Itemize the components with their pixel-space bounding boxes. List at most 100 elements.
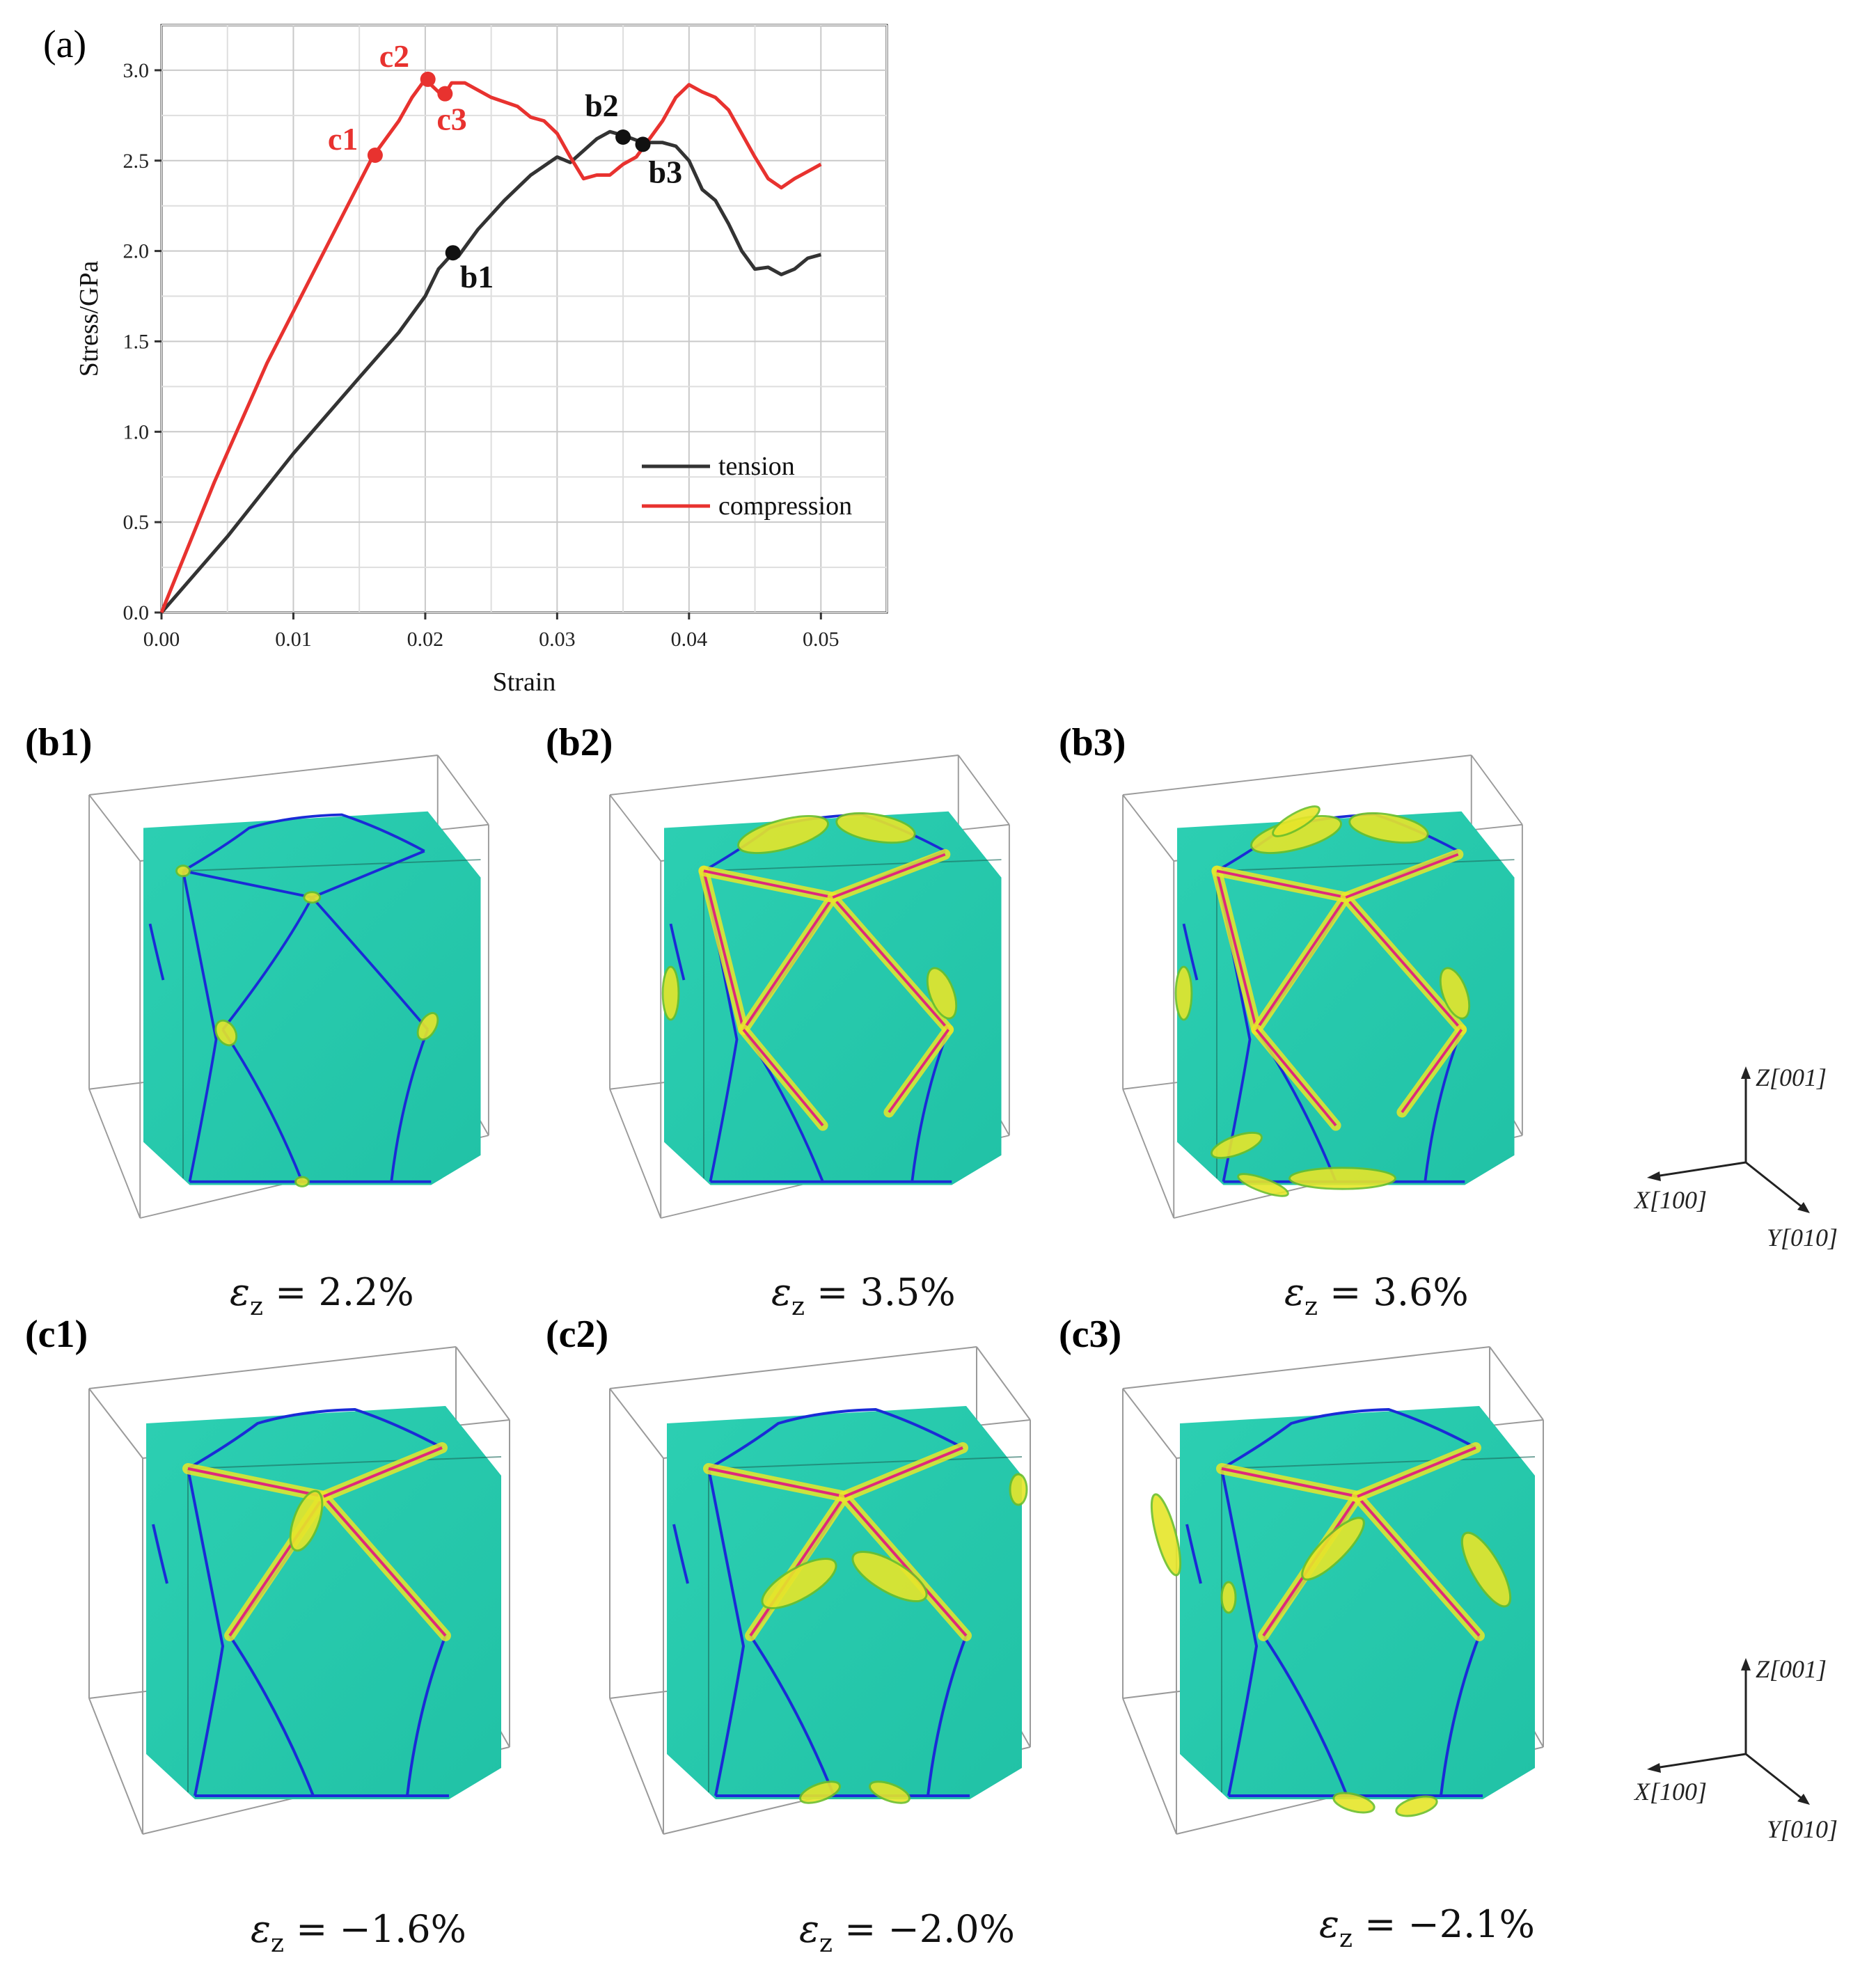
y-tick-label: 0.0 — [123, 601, 150, 624]
wire-edge — [609, 1346, 977, 1389]
z-axis-label: Z[001] — [1756, 1064, 1827, 1091]
marker-label-c2: c2 — [379, 38, 409, 74]
legend-label-compression: compression — [718, 491, 852, 521]
cube-panels: (b1) εz = 2.2% (b2) εz = 3.5% (b3) εz = … — [25, 721, 1544, 1958]
defect-blob — [1272, 805, 1321, 837]
strain-caption-c3: εz = −2.1% — [1319, 1902, 1535, 1953]
twin-line — [1344, 896, 1463, 1031]
defect-blob — [416, 1012, 439, 1041]
y-tick-label: 1.0 — [123, 420, 150, 443]
grain-boundary-line — [1440, 1635, 1481, 1796]
z-arrowhead-icon — [1741, 1658, 1751, 1670]
panel-b2: (b2) εz = 3.5% — [546, 721, 1010, 1321]
marker-b1 — [445, 245, 461, 261]
plot-frame — [160, 24, 888, 614]
cube-solid — [146, 1406, 501, 1799]
marker-label-b2: b2 — [585, 88, 619, 123]
grain-boundary-line — [187, 1407, 443, 1470]
twin-line — [742, 1029, 824, 1127]
marker-b3 — [635, 136, 651, 152]
grain-boundary-line — [390, 1029, 429, 1182]
defect-blob — [1174, 965, 1193, 1021]
panel-c3-label: (c3) — [1059, 1313, 1121, 1356]
panel-c2-label: (c2) — [546, 1313, 608, 1356]
grain-boundary-line — [1182, 923, 1199, 981]
wire-edge — [1122, 755, 1472, 796]
panel-b1-label: (b1) — [25, 721, 92, 764]
grain-boundary-line — [187, 1468, 225, 1796]
y-tick-label: 1.5 — [123, 330, 150, 353]
defect-blob — [926, 967, 958, 1020]
defect-blob — [1009, 1473, 1028, 1506]
legend-label-tension: tension — [718, 452, 795, 481]
y-tick-label: 2.5 — [123, 150, 150, 173]
x-axis-label: X[100] — [1633, 1778, 1707, 1806]
x-arrowhead-icon — [1647, 1763, 1661, 1773]
twin-line — [708, 1467, 845, 1498]
y-tick-label: 0.5 — [123, 511, 150, 534]
defect-blob — [1237, 1173, 1289, 1197]
cube-b3 — [1122, 755, 1523, 1219]
defect-blob — [1150, 1493, 1182, 1577]
x-axis-arrow — [1655, 1753, 1747, 1769]
panel-c2: (c2) εz = −2.0% — [546, 1313, 1031, 1958]
wire-edge — [88, 1388, 143, 1459]
markers-group: b1 b2 b3 c1 c2 c3 — [328, 38, 682, 294]
grain-boundary-line — [221, 896, 313, 1031]
wire-edge — [436, 755, 489, 825]
defect-blob — [1348, 812, 1429, 844]
y-axis-label: Y[010] — [1767, 1224, 1838, 1251]
inner-edge — [1221, 1456, 1536, 1469]
defect-blob — [761, 1557, 837, 1610]
z-arrowhead-icon — [1741, 1066, 1751, 1079]
strain-caption-b3: εz = 3.6% — [1284, 1270, 1469, 1321]
marker-label-c1: c1 — [328, 121, 358, 157]
twin-line — [322, 1495, 447, 1637]
twin-line — [1401, 1029, 1463, 1114]
axes-triad-bottom: Z[001] X[100] Y[010] — [1633, 1655, 1838, 1843]
twin-line — [1215, 870, 1258, 1030]
wire-edge — [88, 1346, 457, 1389]
cube-c3 — [1122, 1346, 1544, 1835]
inner-edge — [1216, 859, 1515, 872]
twin-line — [888, 1029, 950, 1114]
grain-boundary-line — [1220, 1468, 1259, 1796]
grain-boundary-line — [707, 1468, 746, 1796]
twin-line — [187, 1467, 324, 1498]
x-axis-arrow — [1655, 1161, 1747, 1178]
twin-line — [323, 1446, 443, 1498]
grain-boundary-line — [669, 923, 686, 981]
panel-b3: (b3) εz = 3.6% — [1059, 721, 1523, 1321]
wire-edge — [1122, 1346, 1490, 1389]
grain-boundaries — [148, 813, 432, 1183]
panel-b2-label: (b2) — [546, 721, 613, 764]
cube-solid — [667, 1406, 1022, 1799]
panel-b1: (b1) εz = 2.2% — [25, 721, 489, 1321]
wire-edge — [957, 755, 1010, 825]
strain-caption-c2: εz = −2.0% — [799, 1907, 1015, 1958]
shear-bands — [1174, 805, 1471, 1197]
y-axis-label: Y[010] — [1767, 1815, 1838, 1843]
x-axis-label: X[100] — [1633, 1186, 1707, 1214]
cube-solid — [143, 811, 481, 1185]
marker-c3 — [437, 86, 453, 102]
grain-boundary-line — [152, 1524, 168, 1584]
inner-edge — [708, 1456, 1023, 1469]
z-axis-label: Z[001] — [1756, 1655, 1827, 1683]
panel-a-label: (a) — [43, 23, 86, 66]
defect-blob — [737, 815, 829, 854]
wire-edge — [88, 1698, 143, 1835]
defect-blob — [1211, 1132, 1263, 1159]
grain-boundary-line — [672, 1524, 689, 1584]
grain-boundary-line — [1220, 1407, 1476, 1470]
strain-caption-c1: εz = −1.6% — [251, 1907, 466, 1958]
x-tick-label: 0.05 — [803, 628, 840, 651]
y-axis-title: Stress/GPa — [74, 260, 104, 377]
twin-line — [1345, 853, 1459, 899]
x-arrowhead-icon — [1647, 1171, 1661, 1181]
grain-boundary-line — [1185, 1524, 1202, 1584]
wire-edge — [976, 1346, 1031, 1421]
x-tick-label: 0.01 — [275, 628, 312, 651]
defect-blob — [661, 965, 680, 1021]
defect-blob — [1332, 1792, 1376, 1814]
